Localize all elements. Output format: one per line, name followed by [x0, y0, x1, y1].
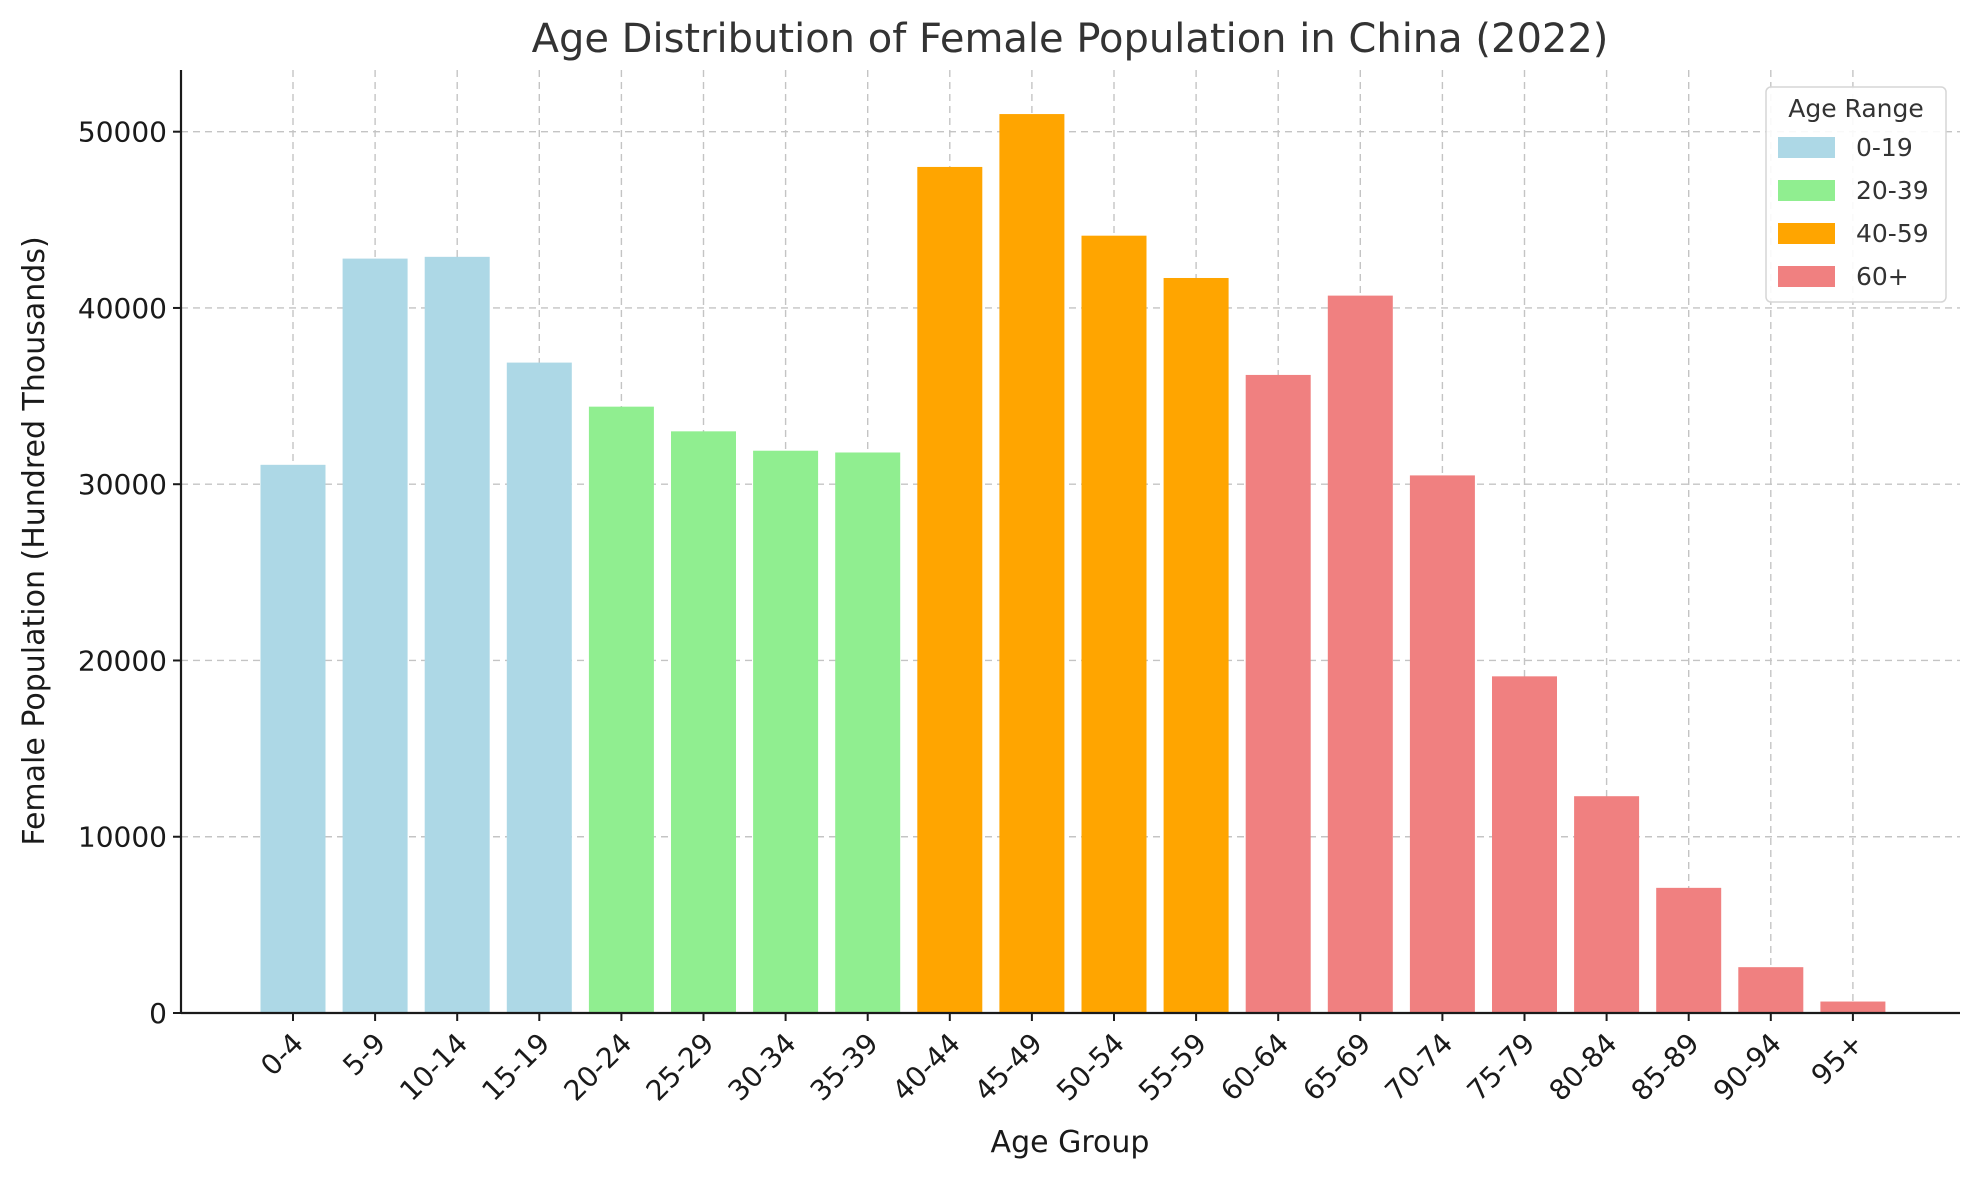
bar-80-84 — [1574, 796, 1640, 1013]
bar-15-19 — [506, 362, 572, 1014]
x-tick-label: 95+ — [1805, 1027, 1870, 1092]
bars — [260, 114, 1886, 1014]
x-tick-label: 25-29 — [640, 1027, 721, 1108]
legend-label-60plus: 60+ — [1856, 262, 1909, 291]
x-tick-label: 75-79 — [1461, 1027, 1542, 1108]
x-tick-label: 10-14 — [393, 1027, 474, 1108]
y-tick-label: 20000 — [78, 644, 167, 677]
bar-0-4 — [260, 464, 326, 1013]
legend: Age Range 0-19 20-39 40-59 60+ — [1765, 86, 1947, 303]
legend-label-40-59: 40-59 — [1856, 219, 1929, 248]
bar-40-44 — [917, 166, 983, 1014]
x-tick-label: 85-89 — [1625, 1027, 1706, 1108]
x-tick-label: 65-69 — [1296, 1027, 1377, 1108]
axes — [179, 70, 1960, 1015]
legend-swatch-0-19 — [1778, 137, 1835, 158]
bar-30-34 — [753, 450, 819, 1013]
bar-20-24 — [588, 406, 654, 1014]
y-axis-label: Female Population (Hundred Thousands) — [17, 236, 52, 845]
x-tick-label: 55-59 — [1132, 1027, 1213, 1108]
y-tick-label: 50000 — [78, 116, 167, 149]
x-tick-label: 35-39 — [804, 1027, 885, 1108]
bar-90-94 — [1738, 967, 1804, 1013]
x-tick-label: 15-19 — [475, 1027, 556, 1108]
x-tick-label: 50-54 — [1050, 1027, 1131, 1108]
bar-65-69 — [1327, 295, 1393, 1013]
y-tick-label: 0 — [149, 997, 167, 1030]
bar-35-39 — [835, 452, 901, 1013]
bar-25-29 — [671, 431, 736, 1014]
bar-60-64 — [1245, 374, 1311, 1013]
bar-10-14 — [424, 256, 490, 1013]
x-tick-label: 20-24 — [557, 1027, 638, 1108]
x-tick-label: 80-84 — [1543, 1027, 1624, 1108]
bar-85-89 — [1656, 887, 1722, 1013]
x-tick-labels: 0-4 5-9 10-14 15-19 20-24 25-29 30-34 35-39 40-4… — [254, 1013, 1870, 1107]
x-tick-label: 0-4 — [254, 1027, 310, 1083]
legend-label-20-39: 20-39 — [1856, 176, 1929, 205]
bar-55-59 — [1163, 277, 1229, 1014]
legend-entries: 0-19 20-39 40-59 60+ — [1778, 133, 1929, 291]
x-tick-label: 70-74 — [1378, 1027, 1459, 1108]
legend-swatch-40-59 — [1778, 223, 1835, 244]
chart-title: Age Distribution of Female Population in… — [532, 16, 1609, 62]
legend-swatch-20-39 — [1778, 180, 1835, 201]
x-tick-label: 60-64 — [1214, 1027, 1295, 1108]
legend-title: Age Range — [1788, 94, 1924, 123]
x-tick-label: 40-44 — [886, 1027, 967, 1108]
y-tick-labels: 0 10000 20000 30000 40000 50000 — [78, 116, 181, 1030]
x-axis-label: Age Group — [991, 1125, 1150, 1160]
x-tick-label: 45-49 — [968, 1027, 1049, 1108]
bar-75-79 — [1492, 676, 1557, 1013]
legend-swatch-60plus — [1778, 266, 1835, 287]
bar-95plus — [1820, 1001, 1886, 1013]
bar-5-9 — [342, 258, 408, 1014]
bar-70-74 — [1409, 475, 1475, 1013]
x-tick-label: 5-9 — [336, 1027, 392, 1083]
bar-45-49 — [999, 114, 1065, 1013]
x-tick-label: 90-94 — [1707, 1027, 1788, 1108]
x-tick-label: 30-34 — [722, 1027, 803, 1108]
y-tick-label: 30000 — [78, 468, 167, 501]
bar-50-54 — [1081, 235, 1147, 1013]
y-tick-label: 10000 — [78, 821, 167, 854]
legend-label-0-19: 0-19 — [1856, 133, 1913, 162]
y-tick-label: 40000 — [78, 292, 167, 325]
